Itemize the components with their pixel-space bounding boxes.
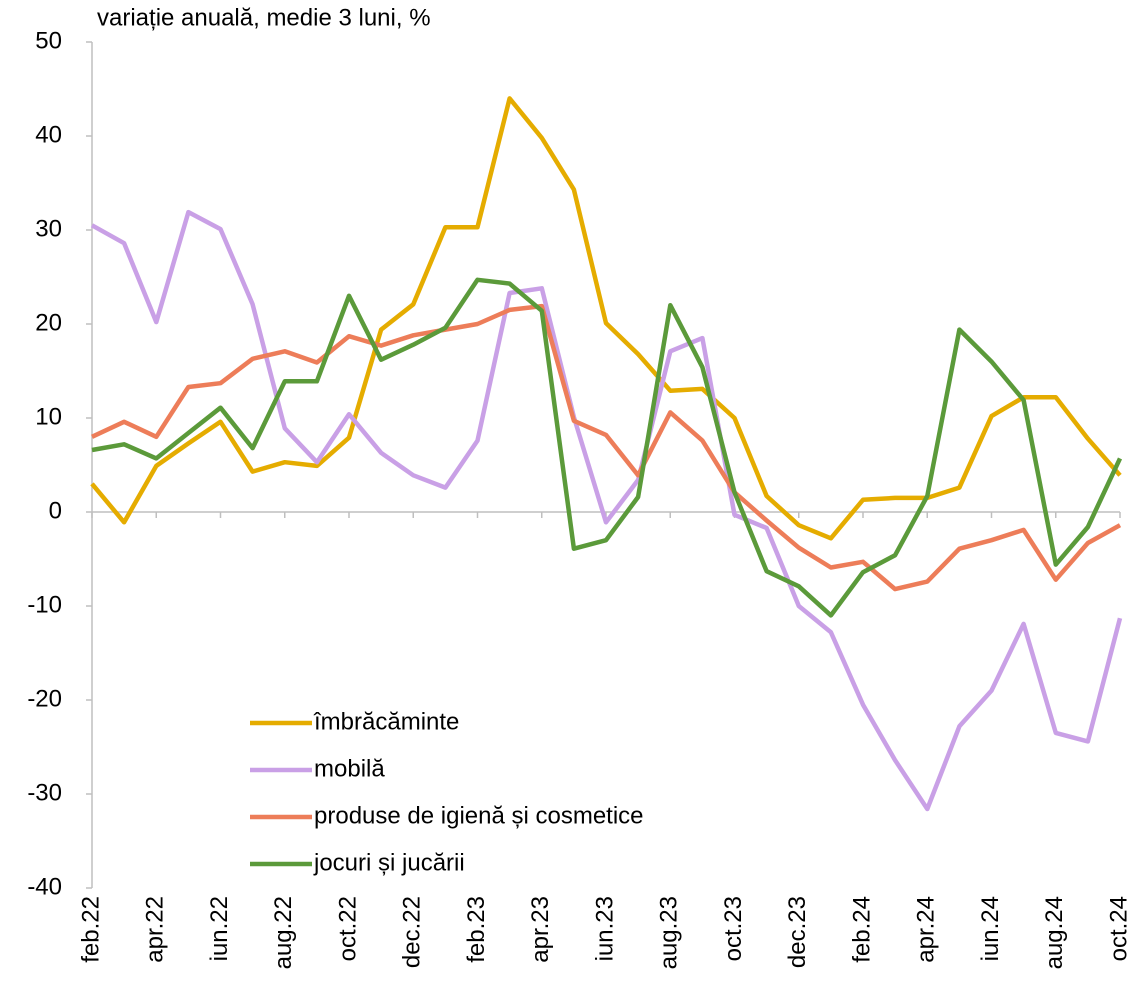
y-tick-label: 20 xyxy=(35,309,62,336)
y-tick-label: 40 xyxy=(35,121,62,148)
x-tick-label: feb.22 xyxy=(77,896,104,963)
x-tick-label: apr.24 xyxy=(913,896,940,963)
y-tick-label: 30 xyxy=(35,215,62,242)
x-tick-label: feb.24 xyxy=(848,896,875,963)
x-tick-label: aug.24 xyxy=(1041,896,1068,969)
x-tick-label: iun.22 xyxy=(206,896,233,961)
legend-label: îmbrăcăminte xyxy=(313,708,459,735)
x-tick-label: oct.23 xyxy=(720,896,747,961)
x-tick-label: oct.24 xyxy=(1105,896,1132,961)
y-tick-label: -20 xyxy=(27,685,62,712)
series-line xyxy=(91,277,1123,618)
x-tick-label: feb.23 xyxy=(463,896,490,963)
x-tick-label: aug.23 xyxy=(656,896,683,969)
legend-label: jocuri și jucării xyxy=(313,849,465,876)
x-tick-label: iun.24 xyxy=(977,896,1004,961)
y-tick-label: 50 xyxy=(35,27,62,54)
x-tick-label: apr.22 xyxy=(142,896,169,963)
x-tick-label: aug.22 xyxy=(270,896,297,969)
chart-title: variație anuală, medie 3 luni, % xyxy=(97,4,431,31)
series-line xyxy=(90,96,1122,541)
series-line xyxy=(90,209,1123,812)
y-tick-label: 10 xyxy=(35,403,62,430)
x-tick-label: apr.23 xyxy=(527,896,554,963)
y-tick-label: -10 xyxy=(27,591,62,618)
legend-label: mobilă xyxy=(314,755,385,782)
x-tick-label: oct.22 xyxy=(334,896,361,961)
y-tick-label: -40 xyxy=(27,873,62,900)
x-tick-label: iun.23 xyxy=(591,896,618,961)
series-line xyxy=(91,303,1122,592)
legend-label: produse de igienă și cosmetice xyxy=(314,802,644,829)
y-tick-label: 0 xyxy=(49,497,62,524)
x-tick-label: dec.22 xyxy=(399,896,426,968)
x-tick-label: dec.23 xyxy=(784,896,811,968)
y-tick-label: -30 xyxy=(27,779,62,806)
